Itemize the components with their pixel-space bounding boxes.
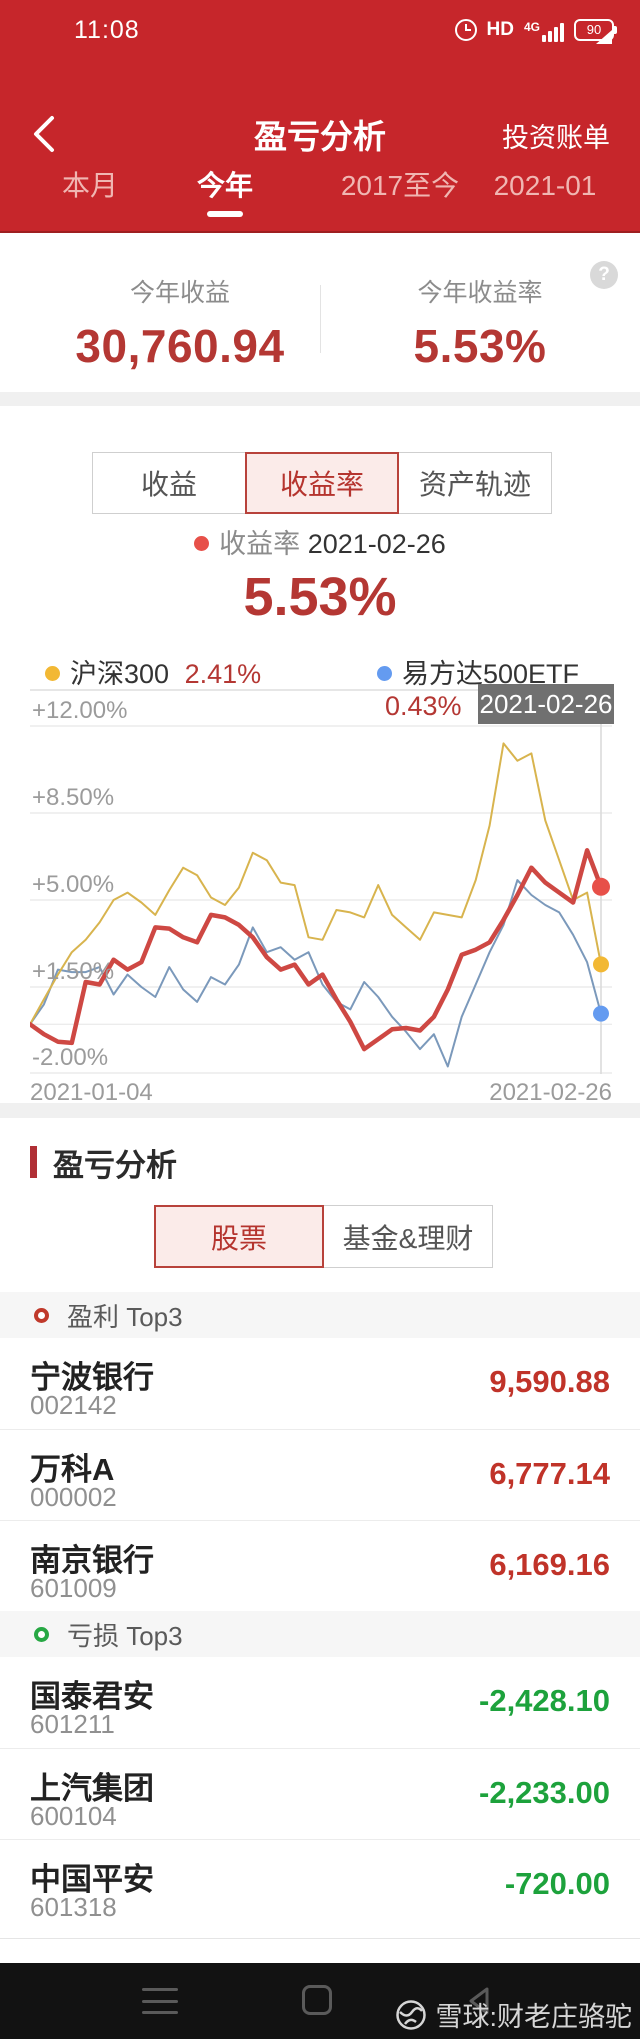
page-title: 盈亏分析 — [254, 118, 386, 155]
series-line — [30, 742, 602, 1026]
loss-list: 国泰君安 601211 -2,428.10 上汽集团 600104 -2,233.00 中国… — [0, 1657, 640, 1930]
help-icon[interactable]: ? — [590, 261, 618, 289]
investment-bill-button[interactable]: 投资账单 — [502, 123, 610, 153]
returns-line-chart[interactable]: +12.00% +8.50% +5.00% +1.50% -2.00% 2021-02-… — [30, 684, 614, 1074]
profit-list: 宁波银行 002142 9,590.88 万科A 000002 6,777.14 南京银行 6… — [0, 1338, 640, 1611]
divider — [0, 392, 640, 406]
loss-top3-header: 亏损 Top3 — [0, 1611, 640, 1657]
table-row[interactable]: 万科A 000002 6,777.14 — [0, 1429, 640, 1520]
period-tab-2[interactable]: 今年 — [196, 170, 253, 201]
series-dot-icon — [194, 536, 210, 552]
stock-name: 南京银行 — [30, 1543, 154, 1578]
chart-tooltip: 2021-02-26 — [478, 684, 614, 724]
x-axis-end-label: 2021-02-26 — [489, 1079, 612, 1106]
table-row[interactable]: 宁波银行 002142 9,590.88 — [0, 1338, 640, 1429]
chart-tab-3[interactable]: 资产轨迹 — [398, 452, 552, 514]
home-icon[interactable] — [302, 1985, 332, 2015]
loss-ring-icon — [34, 1626, 49, 1642]
etf500-dot-icon — [377, 666, 392, 682]
year-return-label: 今年收益率 — [417, 279, 543, 307]
stock-pnl-value: 9,590.88 — [489, 1364, 610, 1399]
table-row[interactable]: 南京银行 601009 6,169.16 — [0, 1520, 640, 1611]
etf500-value: 0.43% — [385, 691, 462, 721]
series-end-dot — [593, 1005, 609, 1022]
divider — [0, 1103, 640, 1118]
asset-tab-1[interactable]: 股票 — [154, 1205, 324, 1268]
snowball-logo-icon — [396, 1999, 427, 2030]
watermark-text: 雪球:财老庄骆驼 — [435, 2002, 632, 2032]
stock-name: 国泰君安 — [30, 1679, 154, 1714]
profit-top3-label: 盈利 Top3 — [67, 1301, 183, 1332]
stock-name: 中国平安 — [30, 1862, 154, 1897]
selected-series-label: 收益率 — [219, 529, 301, 559]
table-row[interactable]: 上汽集团 600104 -2,233.00 — [0, 1748, 640, 1839]
period-tab-4[interactable]: 2021-01 — [493, 170, 597, 201]
network-type-label: 4G — [523, 19, 540, 34]
period-tab-3[interactable]: 2017至今 — [340, 170, 460, 201]
summary-stats-card: 今年收益 30,760.94 今年收益率 5.53% ? — [0, 233, 640, 392]
stock-code: 600104 — [30, 1801, 117, 1831]
selected-value: 5.53% — [243, 567, 397, 627]
hs300-dot-icon — [45, 666, 60, 682]
selected-point-legend: 收益率 2021-02-26 — [0, 522, 640, 561]
asset-tab-2[interactable]: 基金&理财 — [323, 1205, 493, 1268]
series-end-dot — [593, 956, 609, 973]
app-header-area: 11:08 HD 4G 90 盈亏分析 投资账单 本月 今年 2017至今 2021-… — [0, 0, 640, 233]
stock-pnl-value: -2,233.00 — [479, 1775, 610, 1810]
status-bar: 11:08 HD 4G 90 — [0, 0, 640, 58]
asset-type-tabs: 股票 基金&理财 — [154, 1205, 493, 1268]
period-tab-bar: 本月 今年 2017至今 2021-01 — [0, 165, 640, 220]
stock-pnl-value: 6,169.16 — [489, 1547, 610, 1582]
stock-code: 601009 — [30, 1573, 117, 1603]
stock-code: 000002 — [30, 1482, 117, 1512]
table-row[interactable]: 国泰君安 601211 -2,428.10 — [0, 1657, 640, 1748]
navigation-header: 盈亏分析 投资账单 — [0, 98, 640, 168]
loss-top3-label: 亏损 Top3 — [67, 1620, 183, 1651]
divider — [320, 285, 321, 353]
hs300-label: 沪深300 — [70, 659, 170, 689]
profit-ring-icon — [34, 1307, 49, 1323]
signal-icon: 4G — [524, 19, 564, 42]
table-row[interactable]: 中国平安 601318 -720.00 — [0, 1839, 640, 1930]
legend-hs300: 沪深300 2.41% — [45, 652, 261, 691]
stock-code: 601211 — [30, 1709, 115, 1739]
chart-tab-1[interactable]: 收益 — [92, 452, 246, 514]
stock-code: 601318 — [30, 1892, 117, 1922]
year-profit-label: 今年收益 — [129, 279, 230, 307]
series-end-dot — [592, 877, 610, 896]
selected-date: 2021-02-26 — [307, 529, 446, 559]
dropdown-triangle-icon[interactable] — [596, 30, 612, 44]
active-tab-underline — [207, 211, 243, 217]
android-nav-bar: 雪球:财老庄骆驼 — [0, 1963, 640, 2039]
hs300-value: 2.41% — [184, 659, 262, 689]
back-triangle-icon[interactable] — [462, 1985, 498, 2017]
hd-icon: HD — [486, 19, 514, 40]
profit-top3-header: 盈利 Top3 — [0, 1292, 640, 1338]
series-line — [30, 848, 604, 1052]
menu-icon[interactable] — [142, 1985, 178, 2017]
section-header: 盈亏分析 — [30, 1142, 177, 1183]
stock-pnl-value: -720.00 — [504, 1866, 610, 1901]
section-title: 盈亏分析 — [53, 1147, 177, 1183]
stock-name: 万科A — [30, 1452, 115, 1487]
x-axis-start-label: 2021-01-04 — [30, 1079, 153, 1106]
divider — [0, 1938, 640, 1939]
year-profit-value: 30,760.94 — [75, 320, 285, 372]
chevron-left-icon — [34, 116, 54, 152]
stock-name: 上汽集团 — [30, 1771, 154, 1806]
chart-tab-2[interactable]: 收益率 — [245, 452, 399, 514]
stock-code: 002142 — [30, 1390, 117, 1420]
stock-name: 宁波银行 — [30, 1360, 154, 1395]
section-accent-bar — [30, 1146, 37, 1178]
year-return-value: 5.53% — [413, 320, 547, 372]
alarm-icon — [454, 19, 477, 41]
stock-pnl-value: -2,428.10 — [479, 1683, 610, 1718]
stock-pnl-value: 6,777.14 — [489, 1456, 610, 1491]
clock-time: 11:08 — [74, 16, 140, 44]
period-tab-1[interactable]: 本月 — [61, 170, 118, 201]
chart-type-tabs: 收益 收益率 资产轨迹 — [92, 452, 552, 514]
watermark: 雪球:财老庄骆驼 — [395, 1995, 632, 2034]
back-button[interactable] — [26, 112, 66, 156]
series-line — [30, 879, 602, 1068]
